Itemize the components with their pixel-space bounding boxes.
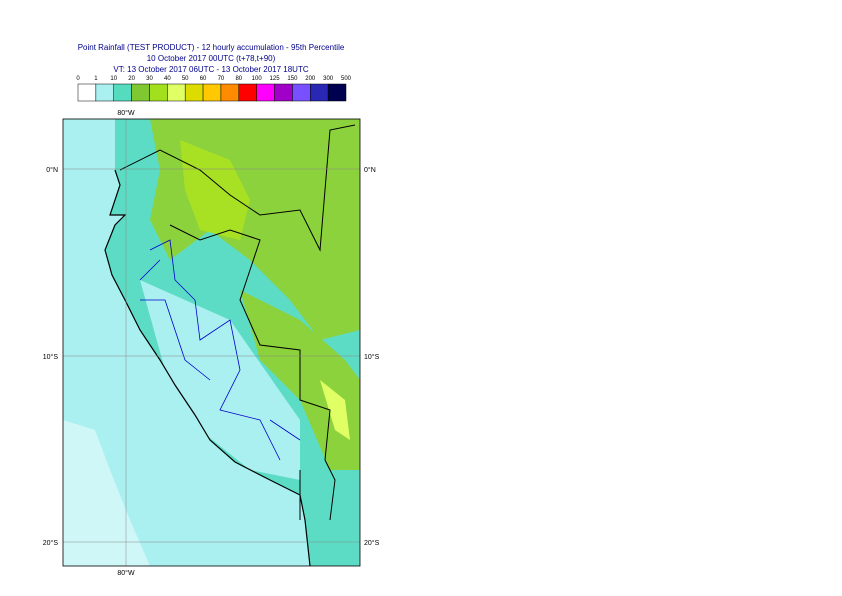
rain-30-40 [180,140,250,240]
regions [139,239,301,461]
colorbar-label: 1 [94,76,98,82]
colorbar-label: 200 [305,76,316,82]
lat-label: 20°S [43,539,59,547]
colorbar-label: 40 [164,76,171,82]
colorbar-label: 500 [341,76,352,82]
colorbar-label: 70 [218,76,225,82]
borders [119,124,356,521]
colorbar-label: 30 [146,76,153,82]
rain-40-50 [320,380,350,440]
colorbar-label: 10 [110,76,117,82]
colorbar-box [238,83,257,102]
colorbar-box [327,83,347,102]
colorbar-box [292,83,311,102]
colorbar-label: 150 [287,76,298,82]
colorbar-label: 300 [323,76,334,82]
lat-label: 20°S [364,539,380,547]
lat-label: 0°N [364,166,376,174]
colorbar-label: 125 [270,76,281,82]
lon-label: 80°W [117,569,135,577]
colorbar-box [256,83,275,102]
colorbar-box [95,83,114,102]
colorbar-box [167,83,186,102]
base-time: 10 October 2017 00UTC (t+78,t+90) [147,54,276,63]
title: Point Rainfall (TEST PRODUCT) - 12 hourl… [78,43,345,52]
colorbar-box [113,83,132,102]
colorbar-box [149,83,168,102]
colorbar-box [131,83,150,102]
colorbar-label: 60 [200,76,207,82]
colorbar-box [77,83,97,102]
coastline [104,169,311,566]
colorbar-label: 50 [182,76,189,82]
lat-label: 10°S [43,353,59,361]
colorbar-label: 100 [252,76,263,82]
lat-label: 0°N [46,166,58,174]
colorbar-box [310,83,329,102]
colorbar-label: 20 [128,76,135,82]
dry-ocean [63,420,150,566]
colorbar-box [184,83,204,102]
lon-label: 80°W [117,109,135,117]
colorbar-label: 0 [76,76,80,82]
dry-coast [140,280,300,480]
graticule [63,119,360,566]
colorbar-box [220,83,240,102]
map-area [63,119,360,566]
colorbar-box [202,83,222,102]
valid-time: VT: 13 October 2017 06UTC - 13 October 2… [113,65,308,74]
colorbar-box [274,83,293,102]
lat-label: 10°S [364,353,380,361]
colorbar-label: 80 [235,76,242,82]
colorbar: 0 1 10 20 30 40 50 60 70 80 100 125 150 200 300 500 [76,76,352,102]
map-frame [62,118,361,567]
